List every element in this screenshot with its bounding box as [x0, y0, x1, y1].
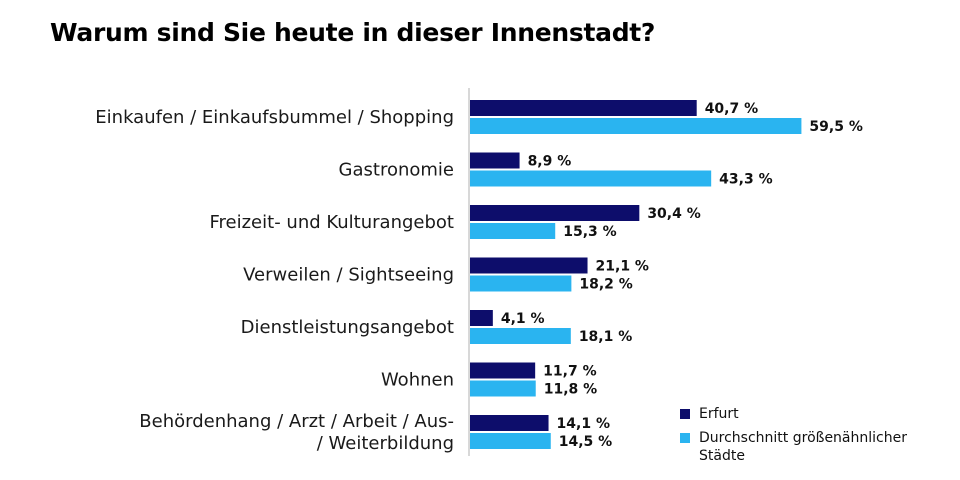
legend-label-erfurt: Erfurt	[699, 406, 739, 422]
data-label: 15,3 %	[563, 224, 616, 240]
data-label: 30,4 %	[647, 206, 700, 222]
legend: Erfurt Durchschnitt größenähnlicher Städ…	[680, 405, 950, 471]
bar-erfurt	[470, 152, 520, 169]
bar-average	[470, 328, 571, 344]
bar-erfurt	[470, 205, 640, 221]
data-label: 18,1 %	[579, 329, 632, 345]
category-label: Verweilen / Sightseeing	[243, 265, 454, 286]
bar-erfurt	[470, 362, 536, 379]
bar-average	[470, 433, 551, 449]
bar-average	[470, 118, 802, 134]
category-label: Wohnen	[381, 370, 454, 391]
data-label: 43,3 %	[719, 172, 772, 188]
data-label: 11,8 %	[544, 382, 597, 398]
data-label: 11,7 %	[543, 364, 596, 380]
category-label: Gastronomie	[339, 160, 454, 181]
bar-erfurt	[470, 310, 493, 326]
data-label: 18,2 %	[579, 277, 632, 293]
bar-average	[470, 380, 536, 397]
category-label: Freizeit- und Kulturangebot	[209, 212, 454, 233]
bar-average	[470, 170, 712, 187]
data-label: 4,1 %	[501, 311, 545, 327]
category-label: Behördenhang / Arzt / Arbeit / Aus-/ Wei…	[139, 411, 454, 454]
data-label: 14,1 %	[557, 416, 610, 432]
data-label: 8,9 %	[528, 154, 572, 170]
bar-erfurt	[470, 100, 697, 116]
bar-average	[470, 223, 556, 239]
chart-title: Warum sind Sie heute in dieser Innenstad…	[50, 18, 656, 47]
data-label: 14,5 %	[559, 434, 612, 450]
legend-item-average: Durchschnitt größenähnlicher Städte	[680, 429, 950, 465]
bar-average	[470, 275, 572, 292]
data-label: 59,5 %	[809, 119, 862, 135]
category-label: Einkaufen / Einkaufsbummel / Shopping	[95, 107, 454, 128]
legend-swatch-average	[680, 433, 690, 443]
data-label: 21,1 %	[596, 259, 649, 275]
legend-swatch-erfurt	[680, 409, 690, 419]
bar-erfurt	[470, 257, 588, 274]
bar-erfurt	[470, 415, 549, 431]
legend-label-average: Durchschnitt größenähnlicher Städte	[699, 430, 907, 464]
data-label: 40,7 %	[705, 101, 758, 117]
category-label: Dienstleistungsangebot	[241, 317, 454, 338]
legend-item-erfurt: Erfurt	[680, 405, 950, 423]
